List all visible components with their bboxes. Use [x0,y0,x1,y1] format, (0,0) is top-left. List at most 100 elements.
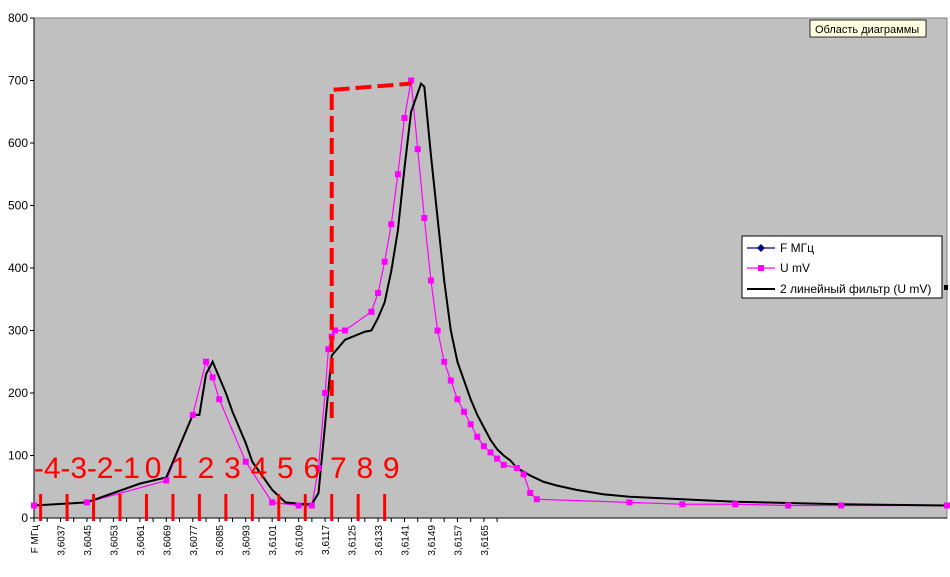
annotation-label: 2 [198,452,215,485]
y-tick-label: 500 [8,199,28,213]
y-tick-label: 0 [21,511,28,525]
x-tick-label: 3,6077 [189,525,200,556]
data-point-u[interactable] [308,502,315,509]
dashed-annotation-line [329,81,412,418]
data-point-u[interactable] [447,377,454,384]
data-point-u[interactable] [322,390,329,396]
data-point-u[interactable] [341,327,348,334]
data-point-u[interactable] [368,308,375,315]
annotation-label: -2 [87,452,114,485]
data-point-u[interactable] [295,502,302,509]
tooltip-text: Область диаграммы [815,24,919,36]
data-point-u[interactable] [325,346,332,353]
data-point-u[interactable] [487,449,494,456]
data-point-u[interactable] [421,215,428,221]
annotation-layer: -4 -3 -2 -1 0 1 2 3 4 5 6 7 8 9 [34,81,412,521]
x-tick-label: F МГц [30,525,41,554]
data-point-u[interactable] [500,461,507,468]
x-tick-label: 3,6093 [242,525,253,556]
data-point-u[interactable] [242,458,249,465]
data-point-u[interactable] [513,465,520,471]
annotation-label: 0 [145,452,162,485]
annotation-label: 5 [277,452,294,485]
data-point-u[interactable] [315,465,322,471]
legend-item-u: U mV [747,261,810,275]
data-point-u[interactable] [83,499,90,506]
legend-label-u: U mV [780,261,810,275]
y-tick-label: 800 [8,11,28,25]
data-point-u[interactable] [401,115,408,121]
data-point-u[interactable] [838,502,845,509]
data-point-u[interactable] [408,77,415,84]
data-point-u[interactable] [494,455,501,462]
annotation-label: 7 [330,452,347,485]
legend-resize-handle[interactable] [944,285,948,290]
data-point-u[interactable] [626,499,633,506]
annotation-label: 1 [171,452,188,485]
x-tick-label: 3,6085 [215,525,226,556]
data-point-u[interactable] [388,221,395,228]
data-point-u[interactable] [332,327,339,334]
x-tick-label: 3,6061 [136,525,147,556]
y-tick-label: 700 [8,74,28,88]
annotation-label: 6 [304,452,321,485]
annotation-label: 9 [383,452,400,485]
series-u-line [33,80,947,507]
series-filter-line [33,81,948,507]
legend-label-filter: 2 линейный фильтр (U mV) [780,282,931,296]
data-point-u[interactable] [454,396,461,403]
data-point-u[interactable] [441,358,448,365]
series-layer [31,77,950,509]
data-point-u[interactable] [461,408,468,415]
x-tick-label: 3,6117 [321,525,332,555]
data-point-u[interactable] [527,490,534,496]
annotation-label: -4 [34,452,61,485]
x-tick-label: 3,6101 [268,525,279,556]
data-point-u[interactable] [209,374,216,381]
data-point-u[interactable] [427,277,434,284]
data-point-u[interactable] [381,258,388,265]
x-tick-label: 3,6037 [56,525,67,556]
x-tick-label: 3,6125 [348,525,359,556]
y-tick-label: 200 [8,386,28,400]
data-point-u[interactable] [216,396,223,403]
legend-item-filter: 2 линейный фильтр (U mV) [747,282,931,296]
data-point-u[interactable] [520,471,527,478]
x-tick-label: 3,6157 [453,525,464,556]
y-tick-label: 100 [8,449,28,463]
legend[interactable]: F МГц U mV 2 линейный фильтр (U mV) [741,235,948,299]
x-tick-label: 3,6149 [427,525,438,556]
data-point-u[interactable] [467,421,474,428]
data-point-u[interactable] [474,433,481,440]
data-point-u[interactable] [944,502,950,509]
data-point-u[interactable] [533,496,540,503]
square-marker-icon [758,265,764,271]
x-tick-label: 3,6165 [480,525,491,556]
data-point-u[interactable] [269,499,276,506]
x-tick-label: 3,6053 [109,525,120,556]
data-point-u[interactable] [679,501,686,508]
data-point-u[interactable] [394,171,401,178]
annotation-label: -1 [113,452,140,485]
data-point-u[interactable] [480,443,487,450]
data-point-u[interactable] [434,327,441,334]
annotation-label: 3 [224,452,241,485]
data-point-u[interactable] [203,358,210,365]
annotation-label: -3 [60,452,87,485]
y-tick-label: 400 [8,261,28,275]
x-tick-label: 3,6109 [295,525,306,556]
x-tick-label: 3,6141 [400,525,411,556]
data-point-u[interactable] [785,502,792,509]
data-point-u[interactable] [732,501,739,508]
data-point-u[interactable] [414,146,421,153]
x-tick-label: 3,6069 [162,525,173,556]
legend-label-f: F МГц [780,241,814,255]
data-point-u[interactable] [189,411,196,418]
data-point-u[interactable] [31,502,37,509]
diamond-marker-icon [757,244,765,252]
x-tick-label: 3,6133 [374,525,385,556]
x-axis: F МГц 3,6037 3,6045 3,6053 3,6061 3,6069 3,607… [30,517,947,556]
data-point-u[interactable] [375,290,382,296]
data-point-u[interactable] [163,477,170,484]
